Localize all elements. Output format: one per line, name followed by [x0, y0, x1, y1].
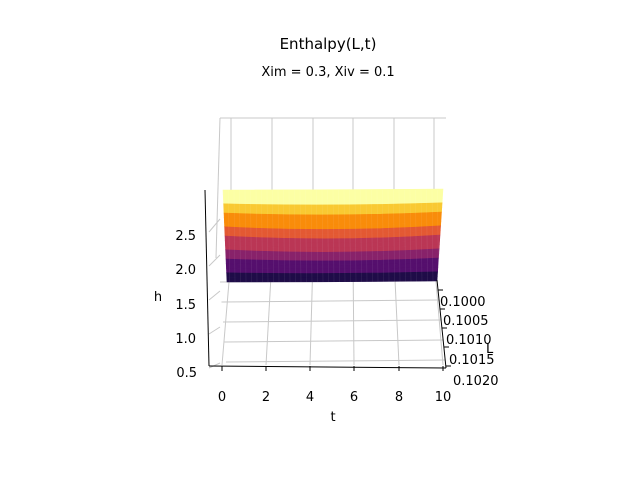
- surface-mesh-line: [343, 189, 346, 283]
- surface-mesh-line: [332, 189, 335, 283]
- surface-mesh-line: [398, 189, 401, 283]
- x-axis-label: t: [330, 410, 335, 425]
- wall-grid-line: [208, 290, 221, 301]
- z-axis-line: [204, 189, 210, 367]
- surface-mesh-line: [354, 189, 357, 283]
- wall-grid-line: [208, 326, 221, 335]
- surface-mesh-line: [371, 189, 373, 283]
- x-tick-labels: 0 2 4 6 8 10: [218, 390, 451, 405]
- surface-mesh: [222, 188, 445, 283]
- surface-mesh-line: [420, 189, 423, 283]
- surface-mesh-line: [305, 189, 307, 283]
- surface-mesh-line: [437, 189, 439, 283]
- z-tick-label: 0.5: [176, 366, 197, 381]
- axes: [204, 189, 451, 371]
- z-tick-label: 2.0: [175, 263, 196, 278]
- chart-subtitle: Xim = 0.3, Xiv = 0.1: [261, 65, 394, 80]
- surface-mesh-line: [360, 189, 362, 283]
- x-axis-line: [208, 365, 447, 369]
- surface-mesh-line: [376, 189, 379, 283]
- surface-mesh-line: [404, 189, 406, 283]
- y-tick-label: 0.1015: [449, 353, 495, 368]
- surface-mesh-line: [299, 189, 302, 283]
- surface-mesh-line: [415, 189, 417, 283]
- surface-mesh-line: [431, 189, 434, 283]
- surface-mesh-line: [365, 189, 368, 283]
- surface-mesh-line: [310, 189, 313, 283]
- floor-grid-line: [222, 319, 442, 323]
- z-tick-label: 1.0: [175, 332, 196, 347]
- surface-mesh-line: [233, 189, 236, 283]
- surface-mesh-line: [327, 189, 329, 283]
- wall-grid-line: [208, 254, 221, 267]
- y-tick-label: 0.1020: [453, 374, 499, 389]
- surface-mesh-line: [442, 189, 445, 283]
- y-tick-label: 0.1005: [443, 314, 489, 329]
- z-tick-label: 2.5: [175, 229, 196, 244]
- wall-grid-line: [208, 218, 221, 233]
- surface-mesh-line: [294, 189, 296, 283]
- surface-mesh-line: [338, 189, 340, 283]
- surface-mesh-line: [393, 189, 395, 283]
- wall-grid-line: [208, 362, 221, 369]
- surface-mesh-line: [387, 189, 390, 283]
- surface-mesh-line: [288, 189, 291, 283]
- chart-title: Enthalpy(L,t): [280, 35, 377, 53]
- surface-mesh-line: [266, 189, 269, 283]
- surface-mesh-line: [349, 189, 351, 283]
- x-tick-label: 10: [435, 390, 452, 405]
- y-axis-line: [436, 279, 447, 369]
- surface-mesh-line: [382, 189, 384, 283]
- x-tick-label: 4: [306, 390, 314, 405]
- z-axis-label: h: [154, 290, 162, 305]
- surface-mesh-line: [283, 189, 285, 283]
- y-tick-labels: 0.1000 0.1005 0.1010 0.1015 0.1020: [440, 295, 499, 389]
- surface-mesh-line: [316, 189, 318, 283]
- x-tick-label: 2: [262, 390, 270, 405]
- x-tick-label: 6: [350, 390, 358, 405]
- floor-grid-line: [221, 299, 440, 303]
- surface-mesh-line: [426, 189, 428, 283]
- surface-mesh-line: [277, 189, 280, 283]
- surface-mesh-line: [321, 189, 324, 283]
- y-axis-label: L: [486, 342, 494, 357]
- z-tick-labels: 0.5 1.0 1.5 2.0 2.5: [175, 229, 197, 381]
- surface-mesh-line: [250, 189, 252, 283]
- surface-mesh-line: [239, 189, 241, 283]
- surface-mesh-line: [228, 189, 230, 283]
- z-tick-label: 1.5: [175, 298, 196, 313]
- surface-mesh-line: [272, 189, 274, 283]
- surface-mesh-line: [409, 189, 412, 283]
- surface-mesh-line: [244, 189, 247, 283]
- surface-mesh-line: [255, 189, 258, 283]
- wall-grid-line: [215, 117, 221, 259]
- surface-mesh-line: [222, 189, 225, 283]
- surface-mesh-line: [261, 189, 263, 283]
- floor-grid-line: [225, 359, 446, 363]
- x-tick-label: 8: [395, 390, 403, 405]
- y-tick-label: 0.1010: [446, 333, 492, 348]
- y-tick-label: 0.1000: [440, 295, 486, 310]
- x-tick-label: 0: [218, 390, 226, 405]
- floor-grid-line: [224, 339, 444, 343]
